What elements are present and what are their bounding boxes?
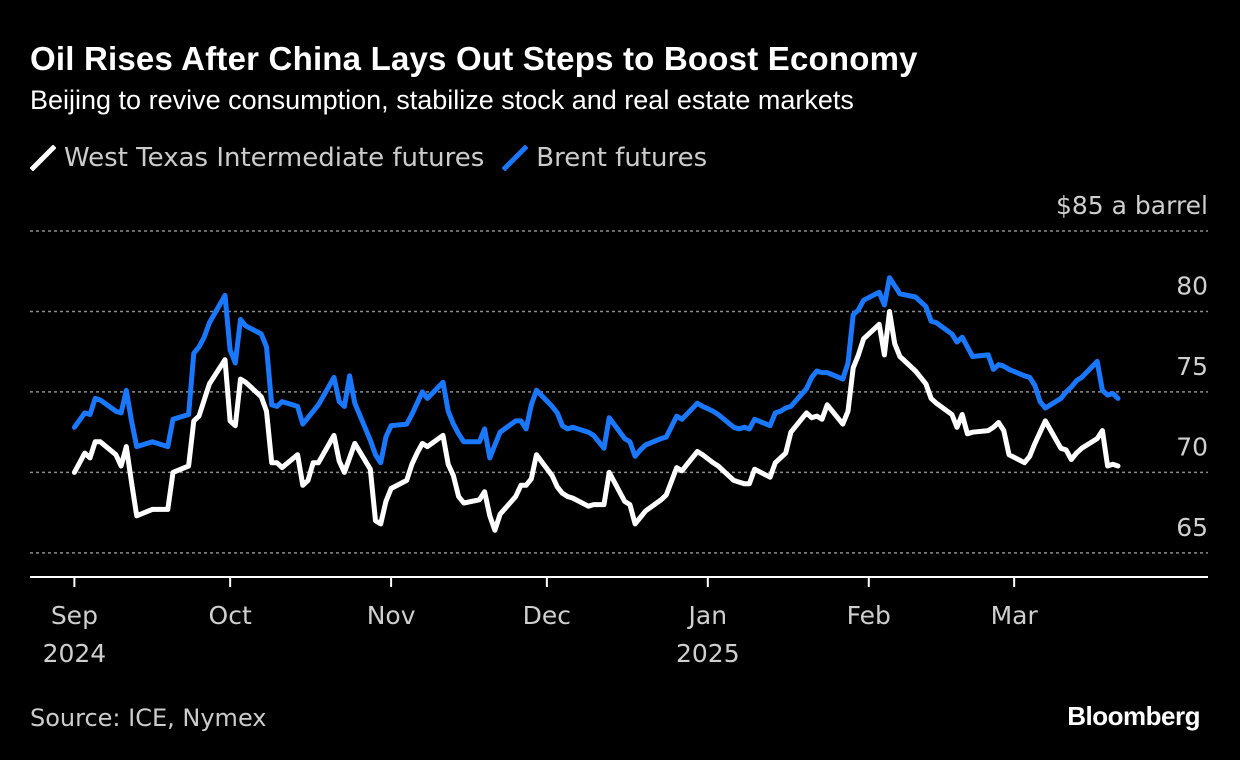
series-layer <box>71 275 1121 533</box>
legend-label-wti: West Texas Intermediate futures <box>64 143 485 173</box>
chart-subtitle: Beijing to revive consumption, stabilize… <box>30 85 854 115</box>
x-tick-label-mar: Mar <box>991 601 1039 630</box>
legend: West Texas Intermediate futures Brent fu… <box>30 140 707 176</box>
series-line-wti <box>71 309 1121 533</box>
legend-item-wti[interactable]: West Texas Intermediate futures <box>30 143 484 173</box>
source-note: Source: ICE, Nymex <box>30 704 267 732</box>
y-tick-label-85: $85 a barrel <box>1056 191 1208 220</box>
x-tick-year-2024: 2024 <box>43 639 107 668</box>
x-axis: Sep 2024 Oct Nov Dec Jan 2025 Feb Mar <box>30 576 1208 668</box>
x-tick-year-2025: 2025 <box>676 639 740 668</box>
x-tick-label-nov: Nov <box>367 601 416 630</box>
y-tick-label-80: 80 <box>1176 271 1208 300</box>
grid-layer: $85 a barrel 80 75 70 65 <box>30 191 1208 554</box>
y-tick-label-75: 75 <box>1176 352 1208 381</box>
x-tick-label-sep: Sep <box>51 601 98 630</box>
y-tick-label-70: 70 <box>1176 432 1208 461</box>
series-line-brent <box>71 275 1121 466</box>
legend-label-brent: Brent futures <box>536 143 708 173</box>
x-tick-label-jan: Jan <box>687 601 728 630</box>
y-tick-label-65: 65 <box>1176 513 1208 542</box>
x-tick-label-oct: Oct <box>209 601 252 630</box>
legend-item-brent[interactable]: Brent futures <box>502 143 707 173</box>
brent-swatch-icon <box>502 145 529 171</box>
bloomberg-logo: Bloomberg <box>1067 701 1200 731</box>
wti-swatch-icon <box>30 145 56 171</box>
x-tick-label-dec: Dec <box>523 601 571 630</box>
x-tick-label-feb: Feb <box>847 601 891 630</box>
chart-title: Oil Rises After China Lays Out Steps to … <box>30 40 918 77</box>
